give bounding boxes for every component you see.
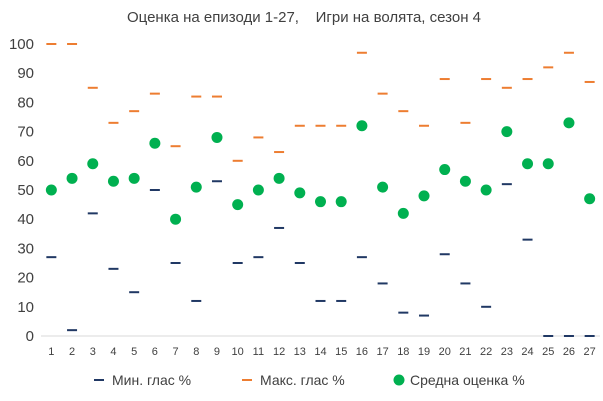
average-score-point bbox=[356, 120, 368, 132]
x-tick-label: 27 bbox=[584, 346, 596, 358]
average-score-point bbox=[335, 196, 347, 208]
average-score-point bbox=[418, 190, 430, 202]
x-tick-label: 14 bbox=[314, 346, 326, 358]
x-tick-label: 3 bbox=[90, 346, 96, 358]
x-tick-label: 16 bbox=[356, 346, 368, 358]
series-2 bbox=[45, 117, 596, 225]
average-score-point bbox=[128, 172, 140, 184]
x-tick-label: 2 bbox=[69, 346, 75, 358]
average-score-point bbox=[107, 175, 119, 187]
data-marks bbox=[45, 43, 596, 337]
average-score-point bbox=[439, 164, 451, 176]
x-tick-label: 15 bbox=[335, 346, 347, 358]
legend-circle-swatch bbox=[393, 374, 405, 386]
average-score-point bbox=[252, 184, 264, 196]
x-tick-label: 19 bbox=[418, 346, 430, 358]
average-score-point bbox=[459, 175, 471, 187]
series-1 bbox=[46, 43, 595, 162]
average-score-point bbox=[542, 158, 554, 170]
x-tick-label: 21 bbox=[459, 346, 471, 358]
y-tick-label: 90 bbox=[17, 65, 34, 82]
x-tick-label: 8 bbox=[193, 346, 199, 358]
x-tick-label: 10 bbox=[232, 346, 244, 358]
average-score-point bbox=[87, 158, 99, 170]
average-score-point bbox=[45, 184, 57, 196]
x-tick-label: 1 bbox=[48, 346, 54, 358]
average-score-point bbox=[315, 196, 326, 208]
legend-item: Средна оценка % bbox=[393, 372, 525, 388]
x-tick-label: 18 bbox=[397, 346, 409, 358]
x-tick-label: 24 bbox=[521, 346, 533, 358]
x-tick-label: 4 bbox=[110, 346, 116, 358]
x-tick-label: 11 bbox=[253, 346, 264, 358]
average-score-point bbox=[501, 126, 513, 138]
x-tick-label: 12 bbox=[273, 346, 285, 358]
y-tick-label: 100 bbox=[9, 36, 34, 53]
y-tick-label: 80 bbox=[17, 94, 34, 111]
chart-title: Оценка на епизоди 1-27, Игри на волята, … bbox=[127, 9, 481, 26]
x-tick-label: 23 bbox=[501, 346, 513, 358]
average-score-point bbox=[66, 172, 78, 184]
average-score-point bbox=[522, 158, 534, 170]
average-score-point bbox=[480, 184, 492, 196]
x-tick-label: 22 bbox=[480, 346, 492, 358]
y-tick-label: 10 bbox=[17, 299, 34, 316]
legend-item: Макс. глас % bbox=[242, 372, 345, 388]
legend-label: Мин. глас % bbox=[112, 372, 191, 388]
y-tick-label: 40 bbox=[17, 211, 34, 228]
average-score-point bbox=[232, 199, 244, 211]
y-tick-label: 0 bbox=[26, 328, 34, 345]
average-score-point bbox=[190, 181, 202, 193]
x-tick-label: 5 bbox=[131, 346, 137, 358]
y-axis-ticks: 0 10 20 30 40 50 60 70 80 90 100 bbox=[9, 36, 34, 345]
average-score-point bbox=[273, 172, 285, 184]
average-score-point bbox=[377, 181, 389, 193]
average-score-point bbox=[294, 187, 306, 199]
average-score-point bbox=[397, 207, 409, 219]
x-tick-label: 26 bbox=[563, 346, 575, 358]
x-tick-label: 9 bbox=[214, 346, 220, 358]
legend-label: Макс. глас % bbox=[260, 372, 345, 388]
legend: Мин. глас % Макс. глас % Средна оценка % bbox=[94, 372, 525, 388]
y-tick-label: 70 bbox=[17, 124, 34, 141]
average-score-point bbox=[149, 137, 161, 149]
legend-item: Мин. глас % bbox=[94, 372, 191, 388]
y-tick-label: 50 bbox=[17, 182, 34, 199]
series-0 bbox=[46, 180, 595, 337]
average-score-point bbox=[170, 213, 182, 225]
legend-label: Средна оценка % bbox=[410, 372, 525, 388]
x-tick-label: 6 bbox=[152, 346, 158, 358]
y-tick-label: 60 bbox=[17, 153, 34, 170]
average-score-point bbox=[563, 117, 575, 129]
average-score-point bbox=[211, 131, 223, 143]
x-tick-label: 13 bbox=[294, 346, 306, 358]
x-tick-label: 17 bbox=[376, 346, 388, 358]
x-tick-label: 20 bbox=[439, 346, 451, 358]
x-axis-ticks: 1 2 3 4 5 6 7 8 9 10 11 12 13 14 15 16 17 18 19 20 21 22 23 24 2… bbox=[48, 346, 595, 358]
y-tick-label: 30 bbox=[17, 240, 34, 257]
y-tick-label: 20 bbox=[17, 270, 34, 287]
average-score-point bbox=[584, 193, 596, 205]
x-tick-label: 7 bbox=[173, 346, 179, 358]
x-tick-label: 25 bbox=[542, 346, 554, 358]
